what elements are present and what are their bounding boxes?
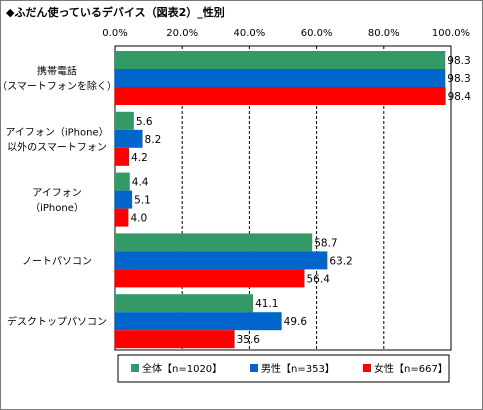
bar xyxy=(115,330,235,349)
bar xyxy=(115,233,313,252)
bar xyxy=(115,129,143,148)
bar xyxy=(115,190,133,209)
category-label: アイフォン xyxy=(32,188,82,199)
x-tick-label: 60.0% xyxy=(301,28,333,39)
legend-swatch xyxy=(250,364,258,372)
bar xyxy=(115,111,134,130)
bar xyxy=(115,294,254,313)
bar xyxy=(115,312,282,331)
data-label: 5.6 xyxy=(136,116,153,128)
x-tick-label: 100.0% xyxy=(432,28,470,39)
data-label: 4.4 xyxy=(132,177,149,189)
data-label: 8.2 xyxy=(145,134,162,146)
bar xyxy=(115,251,328,270)
data-label: 98.3 xyxy=(447,73,470,85)
legend-label: 女性【n=667】 xyxy=(374,362,448,375)
data-label: 63.2 xyxy=(329,255,352,267)
bar xyxy=(115,87,446,105)
data-label: 98.3 xyxy=(447,55,470,67)
bar xyxy=(115,269,305,288)
legend-label: 全体【n=1020】 xyxy=(142,362,222,375)
category-label: アイフォン（iPhone） xyxy=(5,126,108,138)
bar xyxy=(115,172,130,191)
bar xyxy=(115,208,129,227)
legend-swatch xyxy=(131,364,139,372)
data-label: 5.1 xyxy=(134,195,151,207)
data-label: 58.7 xyxy=(314,237,337,249)
bar xyxy=(115,51,446,69)
category-label: （iPhone） xyxy=(30,202,84,214)
data-label: 4.2 xyxy=(131,152,148,164)
x-tick-label: 80.0% xyxy=(368,28,400,39)
legend-label: 男性【n=353】 xyxy=(261,362,335,375)
category-label: （スマートフォンを除く） xyxy=(0,80,117,93)
category-label: 携帯電話 xyxy=(37,65,77,78)
x-tick-label: 0.0% xyxy=(102,28,127,39)
legend-swatch xyxy=(363,364,371,372)
x-tick-label: 20.0% xyxy=(166,28,198,39)
data-label: 98.4 xyxy=(448,91,472,103)
x-tick-label: 40.0% xyxy=(234,28,266,39)
category-label: デスクトップパソコン xyxy=(7,315,107,328)
data-label: 35.6 xyxy=(237,334,261,346)
data-label: 56.4 xyxy=(307,273,331,285)
chart-title: ◆ふだん使っているデバイス（図表2）_性別 xyxy=(6,5,225,19)
data-label: 49.6 xyxy=(284,316,308,328)
category-label: ノートパソコン xyxy=(22,255,92,267)
data-label: 41.1 xyxy=(255,298,278,310)
plot-area: 0.0% 20.0% 40.0% 60.0% 80.0% 100.0% 98.3 98.3 98… xyxy=(0,28,472,383)
category-label: 以外のスマートフォン xyxy=(7,141,107,153)
bar xyxy=(115,147,130,166)
data-label: 4.0 xyxy=(130,213,147,225)
bar xyxy=(115,69,446,87)
legend-box xyxy=(117,354,450,383)
